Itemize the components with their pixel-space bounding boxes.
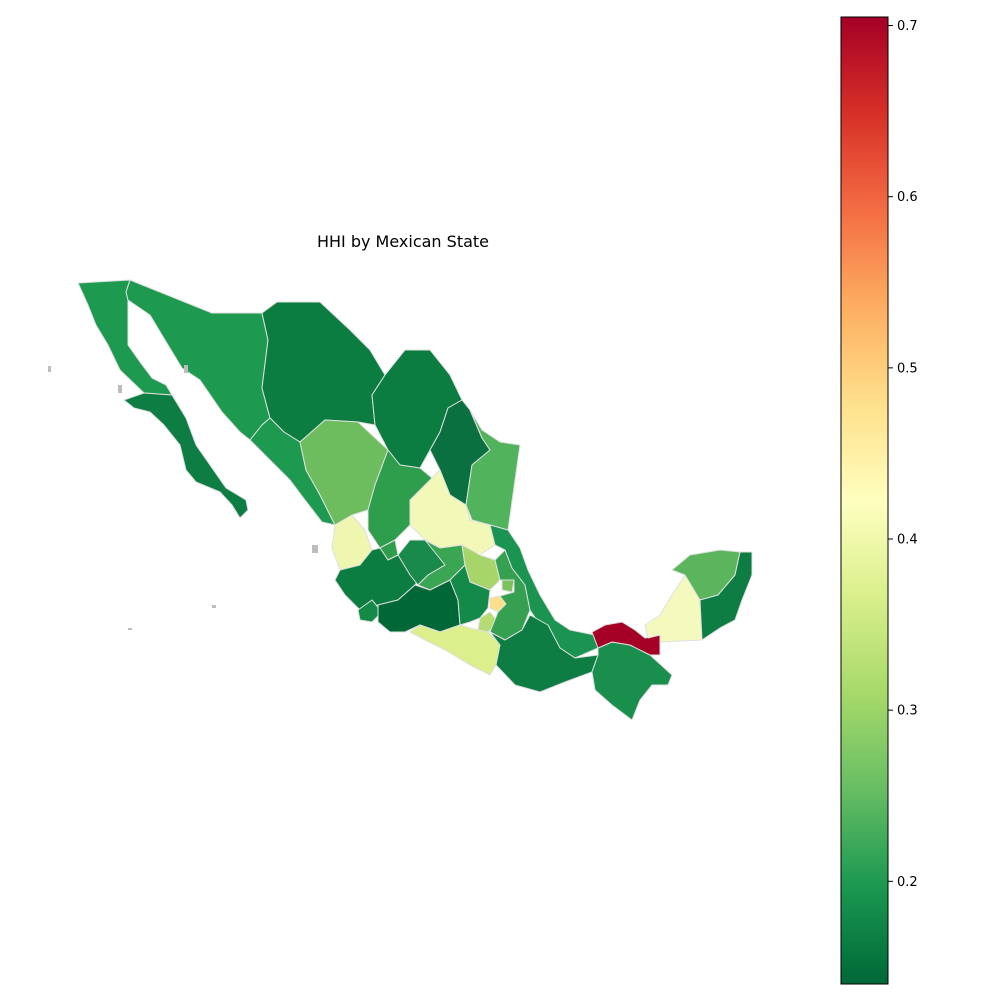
- colorbar-tick-label: 0.7: [897, 19, 918, 34]
- island-guadalupe: [48, 366, 51, 372]
- state-tabasco[interactable]: [591, 621, 661, 656]
- island-cedros: [118, 385, 122, 393]
- state-colima[interactable]: [357, 599, 383, 623]
- colorbar-tick-label: 0.6: [897, 190, 918, 205]
- island-marias: [312, 545, 318, 553]
- colorbar-tick-label: 0.5: [897, 361, 918, 376]
- state-estado-de-mexico[interactable]: [449, 564, 491, 626]
- colorbar-ticks: 0.2 0.3 0.4 0.5 0.6 0.7: [888, 19, 918, 890]
- island-clarion: [128, 628, 132, 630]
- state-quintana-roo[interactable]: [699, 551, 753, 641]
- colorbar-tick-label: 0.3: [897, 704, 918, 719]
- state-tlaxcala[interactable]: [501, 579, 515, 593]
- colorbar: [840, 16, 889, 985]
- islands-layer: [48, 365, 318, 630]
- state-chihuahua[interactable]: [261, 301, 386, 443]
- map-title: HHI by Mexican State: [316, 232, 490, 251]
- colorbar-tick-label: 0.2: [897, 875, 918, 890]
- states-layer: [77, 279, 753, 721]
- state-veracruz[interactable]: [489, 524, 599, 659]
- state-baja-california-sur[interactable]: [123, 392, 249, 519]
- colorbar-tick-label: 0.4: [897, 533, 918, 548]
- state-guerrero[interactable]: [409, 624, 501, 676]
- state-sonora[interactable]: [125, 279, 271, 441]
- island-tiburon: [184, 365, 188, 373]
- island-socorro: [212, 605, 216, 608]
